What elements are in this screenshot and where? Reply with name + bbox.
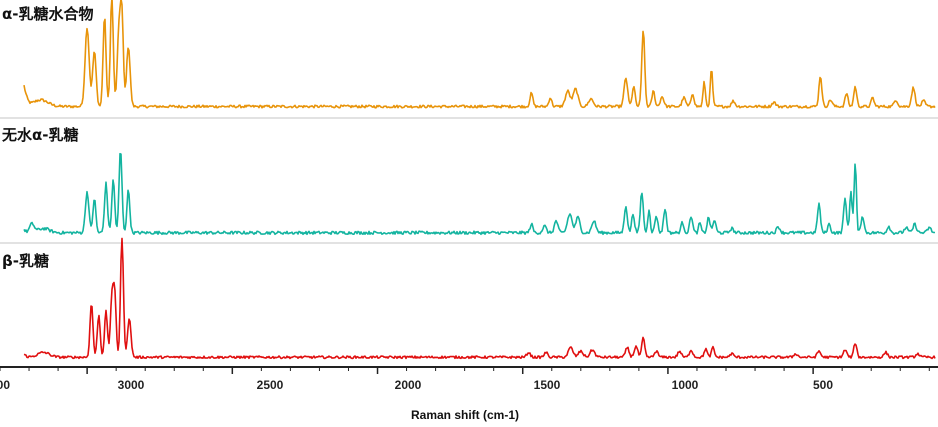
tick-label-2000: 2000 (395, 378, 422, 392)
tick-label-left-edge: 000 (0, 378, 10, 392)
tick-label-500: 500 (813, 378, 833, 392)
tick-label-1000: 1000 (672, 378, 699, 392)
x-axis-ticks (0, 367, 930, 374)
series-line-2 (23, 152, 935, 236)
x-axis-title: Raman shift (cm-1) (411, 408, 519, 422)
series-lines (0, 0, 938, 360)
tick-label-2500: 2500 (257, 378, 284, 392)
tick-label-3000: 3000 (118, 378, 145, 392)
tick-label-1500: 1500 (534, 378, 561, 392)
series-label-2: 无水α-乳糖 (1, 126, 79, 144)
series-line-3 (23, 237, 936, 360)
series-label-1: α-乳糖水合物 (2, 5, 94, 23)
series-line-1 (23, 0, 936, 109)
series-label-3: β-乳糖 (2, 252, 49, 270)
